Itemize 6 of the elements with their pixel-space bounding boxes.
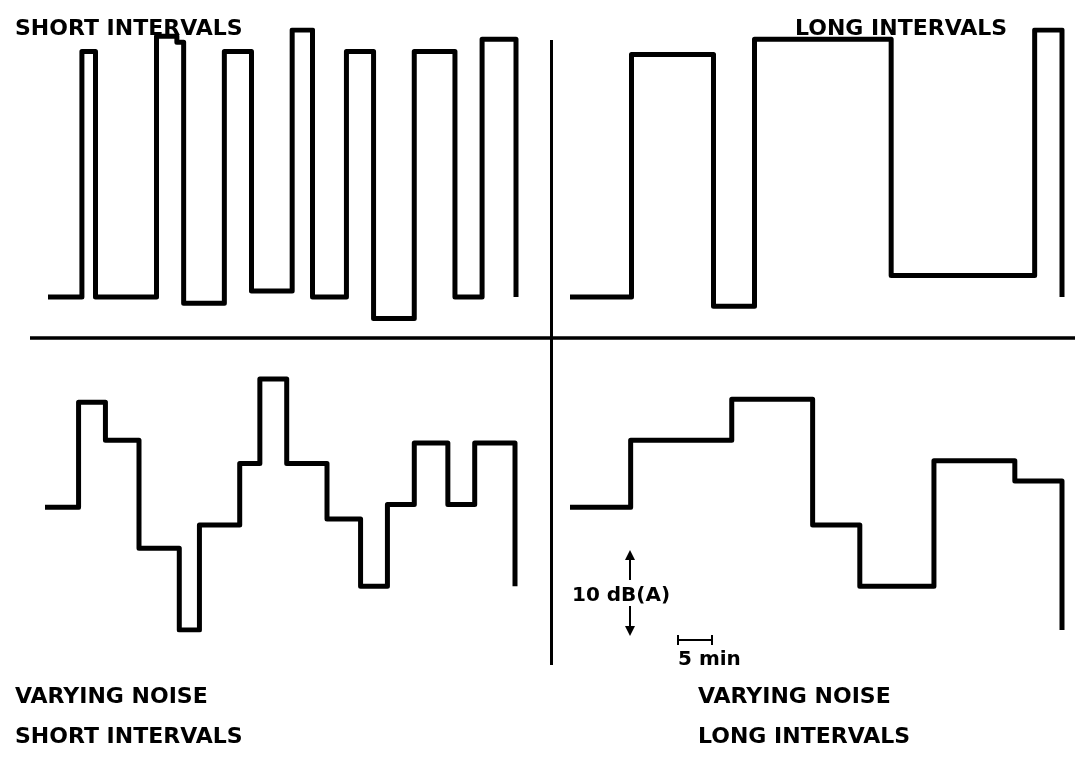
annotation: 10 dB(A) xyxy=(572,582,671,606)
text: 5 min xyxy=(678,646,741,670)
text: VARYING NOISE SHORT INTERVALS xyxy=(15,682,243,748)
chart-title: LONG INTERVALS xyxy=(795,14,1008,40)
text: VARYING NOISE LONG INTERVALS xyxy=(698,682,911,748)
chart-title: SHORT INTERVALS xyxy=(15,14,243,40)
